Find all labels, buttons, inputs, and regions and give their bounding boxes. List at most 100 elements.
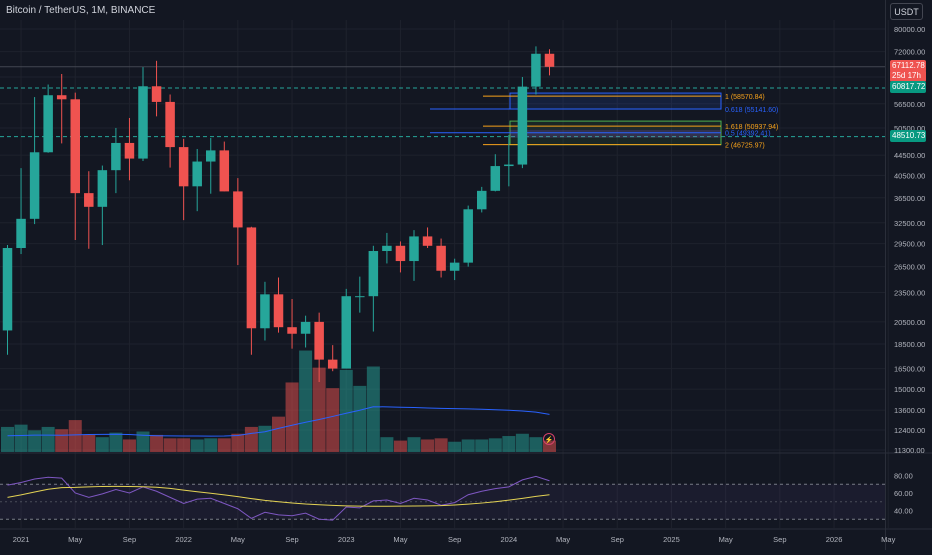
time-axis-tick: Sep — [123, 535, 136, 544]
volume-bar — [515, 433, 529, 452]
level-2-price-label: 48510.73 — [890, 130, 926, 142]
fib-level-label: 0.618 (55141.60) — [725, 107, 778, 114]
time-axis-tick: 2024 — [501, 535, 518, 544]
volume-bar — [109, 432, 123, 452]
volume-bar — [434, 438, 448, 452]
candle-body — [531, 53, 541, 87]
current-price-label: 67112.78 — [890, 60, 926, 72]
candle-body — [56, 95, 67, 100]
fib-zone-blue — [509, 92, 722, 110]
fib-level-label: 1.618 (50937.94) — [725, 124, 778, 131]
candle-body — [16, 218, 26, 249]
candle-body — [178, 147, 189, 187]
time-axis-tick: 2023 — [338, 535, 355, 544]
volume-bar — [14, 424, 28, 452]
candle-body — [165, 101, 175, 148]
volume-bar — [353, 385, 367, 452]
countdown-label: 25d 17h — [890, 70, 926, 82]
time-axis-tick: Sep — [611, 535, 624, 544]
rsi-ma-line — [7, 485, 550, 507]
candle-body — [151, 86, 162, 102]
candle-body — [138, 86, 148, 159]
rsi-band — [0, 484, 885, 520]
candle-body — [395, 245, 406, 262]
candle-body — [463, 209, 473, 263]
candle-body — [517, 86, 528, 165]
candle-body — [2, 248, 13, 331]
volume-bar — [41, 426, 55, 452]
candle-body — [84, 193, 94, 207]
candle-body — [504, 164, 514, 167]
level-1-price-label: 60817.72 — [890, 81, 926, 93]
volume-bar — [122, 439, 136, 452]
candle-body — [273, 294, 284, 328]
volume-bar — [150, 434, 164, 452]
candle-body — [219, 150, 230, 192]
volume-bar — [339, 369, 353, 452]
candle-body — [233, 191, 243, 228]
volume-bar — [543, 440, 556, 452]
fib-level-label: 1 (58570.84) — [725, 94, 765, 101]
volume-bar — [299, 350, 313, 452]
volume-bar — [68, 420, 82, 452]
volume-bar — [461, 439, 475, 452]
rsi-axis-tick: 80.00 — [894, 472, 913, 481]
volume-bar — [488, 438, 502, 452]
price-axis-tick: 32500.00 — [894, 219, 925, 228]
volume-bar — [204, 438, 218, 452]
volume-bar — [380, 437, 394, 452]
candle-body — [327, 359, 338, 369]
price-axis-tick: 18500.00 — [894, 340, 925, 349]
time-axis-tick: May — [881, 535, 895, 544]
currency-button[interactable]: USDT — [890, 3, 923, 20]
volume-bar — [258, 425, 272, 452]
time-axis-tick: May — [393, 535, 407, 544]
price-axis-tick: 23500.00 — [894, 289, 925, 298]
volume-bar — [272, 416, 285, 452]
volume-bar — [177, 438, 191, 452]
volume-bar — [529, 437, 543, 452]
price-axis-tick: 40500.00 — [894, 171, 925, 180]
chart-title: Bitcoin / TetherUS, 1M, BINANCE — [6, 5, 156, 16]
price-axis-tick: 11300.00 — [894, 446, 925, 455]
time-axis-tick: 2021 — [13, 535, 30, 544]
volume-bar — [163, 438, 177, 452]
price-axis-tick: 29500.00 — [894, 240, 925, 249]
volume-bar — [190, 439, 204, 452]
candle-body — [368, 251, 379, 297]
volume-bar — [312, 367, 326, 452]
time-axis-tick: May — [68, 535, 82, 544]
candle-body — [436, 245, 446, 271]
volume-bar — [95, 437, 109, 452]
candle-body — [206, 150, 216, 162]
price-axis-tick: 50500.00 — [894, 124, 925, 133]
volume-bar — [28, 430, 42, 452]
candle-body — [382, 245, 392, 252]
volume-bar — [136, 431, 150, 452]
candle-body — [287, 327, 297, 334]
price-axis-tick: 56500.00 — [894, 100, 925, 109]
time-axis-tick: May — [231, 535, 245, 544]
candle-body — [409, 236, 419, 262]
price-axis-tick: 12400.00 — [894, 426, 925, 435]
time-axis-tick: 2022 — [175, 535, 192, 544]
rsi-line — [7, 475, 550, 521]
fib-level-label: 0.5 (49392.41) — [725, 131, 771, 138]
time-axis-tick: Sep — [285, 535, 298, 544]
candle-body — [341, 296, 351, 369]
price-axis-tick: 13600.00 — [894, 406, 925, 415]
price-axis-tick: 20500.00 — [894, 318, 925, 327]
volume-bar — [421, 439, 435, 452]
fib-level-label: 2 (46725.97) — [725, 143, 765, 150]
volume-bar — [244, 426, 258, 452]
volume-bar — [366, 366, 380, 452]
time-axis-tick: Sep — [773, 535, 786, 544]
volume-ma-line — [7, 406, 550, 437]
volume-bar — [285, 382, 299, 452]
price-axis-tick: 16500.00 — [894, 365, 925, 374]
volume-bar — [217, 438, 231, 452]
event-marker-glyph: ⚡ — [545, 435, 554, 444]
volume-bar — [407, 437, 421, 452]
volume-bar — [55, 429, 69, 452]
candle-body — [355, 296, 365, 298]
